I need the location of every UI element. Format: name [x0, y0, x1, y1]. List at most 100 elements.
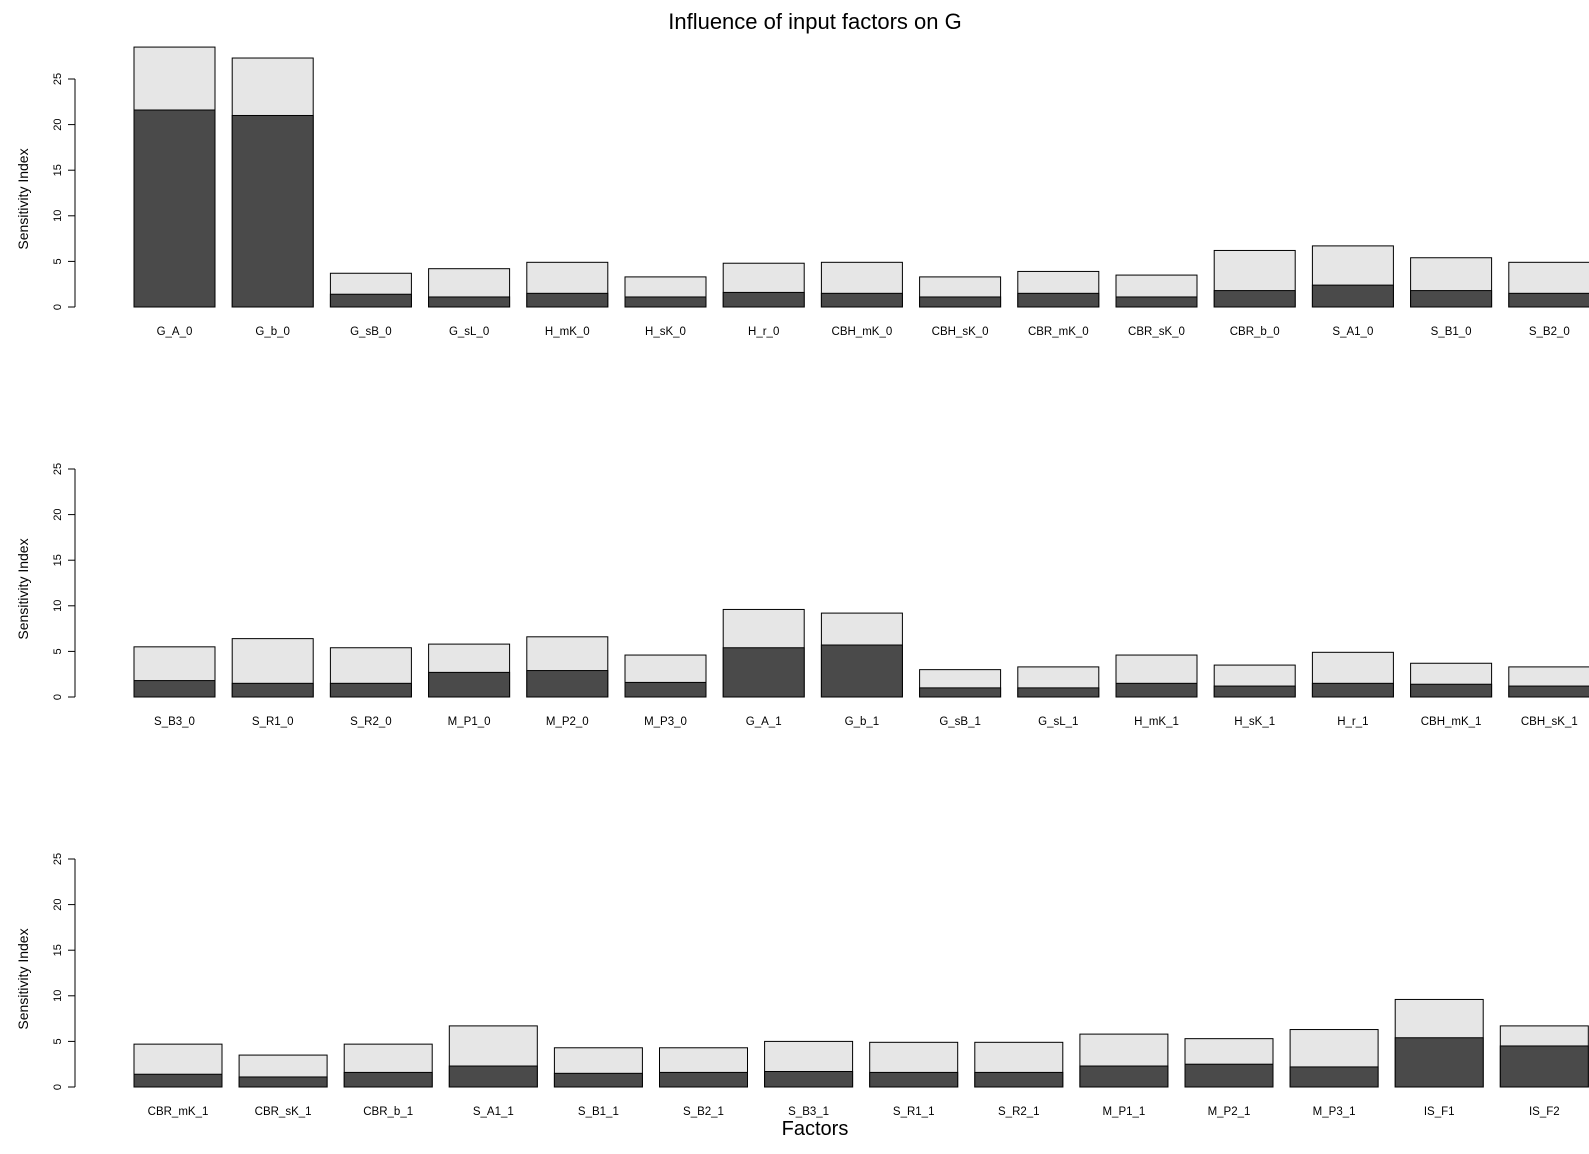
- category-label: CBR_mK_0: [1028, 326, 1089, 338]
- y-tick-label: 15: [52, 944, 64, 956]
- panels: 0 5 10 15 20 25 Sensitivity Index G_A_0 G_b_0 G_s…: [15, 46, 1589, 1118]
- y-tick-label: 0: [52, 304, 64, 310]
- category-label: S_R2_1: [998, 1106, 1040, 1118]
- category-label: S_B2_0: [1529, 326, 1570, 338]
- bar-first-order: [1115, 296, 1198, 308]
- category-label: CBR_b_1: [363, 1106, 413, 1118]
- category-label: M_P3_0: [644, 716, 687, 728]
- bar-first-order: [1499, 1045, 1589, 1088]
- bar-first-order: [238, 1076, 328, 1088]
- y-tick-label: 20: [52, 118, 64, 130]
- bar-first-order: [869, 1071, 959, 1088]
- bar-first-order: [1508, 685, 1589, 698]
- category-label: H_mK_1: [1134, 716, 1179, 728]
- y-tick-label: 10: [52, 600, 64, 612]
- y-tick-label: 20: [52, 898, 64, 910]
- bar-first-order: [1079, 1065, 1169, 1088]
- category-label: H_mK_0: [545, 326, 590, 338]
- bar-first-order: [1410, 290, 1493, 308]
- category-label: S_R2_0: [350, 716, 392, 728]
- category-label: CBH_mK_1: [1421, 716, 1482, 728]
- category-label: G_b_1: [845, 716, 880, 728]
- bar-first-order: [133, 1073, 223, 1088]
- bar-first-order: [1410, 683, 1493, 698]
- bar-first-order: [1311, 682, 1394, 698]
- category-label: S_A1_0: [1332, 326, 1373, 338]
- category-label: S_B1_0: [1431, 326, 1472, 338]
- category-label: CBH_sK_1: [1521, 716, 1578, 728]
- y-tick-label: 25: [52, 853, 64, 865]
- y-tick-label: 25: [52, 463, 64, 475]
- bar-first-order: [329, 293, 412, 308]
- category-label: S_B3_0: [154, 716, 195, 728]
- bar-first-order: [1508, 292, 1589, 308]
- bar-first-order: [919, 296, 1002, 308]
- category-label: CBR_b_0: [1230, 326, 1280, 338]
- category-label: S_A1_1: [473, 1106, 514, 1118]
- bar-first-order: [428, 671, 511, 698]
- bar-first-order: [526, 670, 609, 698]
- category-label: S_R1_0: [252, 716, 294, 728]
- bar-first-order: [553, 1072, 643, 1088]
- bar-first-order: [1213, 290, 1296, 308]
- bar-first-order: [764, 1070, 854, 1088]
- category-label: S_B1_1: [578, 1106, 619, 1118]
- bar-first-order: [624, 296, 707, 308]
- y-tick-label: 10: [52, 210, 64, 222]
- category-label: G_sL_1: [1038, 716, 1078, 728]
- y-tick-label: 5: [52, 258, 64, 264]
- category-label: M_P3_1: [1313, 1106, 1356, 1118]
- panel-1: 0 5 10 15 20 25 Sensitivity Index G_A_0 G_b_0 G_s…: [15, 46, 1589, 338]
- category-label: CBH_mK_0: [832, 326, 893, 338]
- category-label: H_sK_0: [645, 326, 686, 338]
- category-label: G_A_1: [746, 716, 782, 728]
- bar-first-order: [133, 680, 216, 698]
- bar-first-order: [1394, 1037, 1484, 1088]
- bar-first-order: [133, 109, 216, 308]
- y-tick-label: 0: [52, 694, 64, 700]
- bar-first-order: [231, 114, 314, 308]
- panel-3: 0 5 10 15 20 25 Sensitivity Index CBR_mK_1 CBR_s…: [15, 853, 1589, 1118]
- category-label: CBR_sK_1: [255, 1106, 312, 1118]
- bar-first-order: [1311, 284, 1394, 308]
- category-label: S_B2_1: [683, 1106, 724, 1118]
- category-label: IS_F1: [1424, 1106, 1455, 1118]
- bar-first-order: [1184, 1063, 1274, 1088]
- x-axis-title: Factors: [782, 1118, 849, 1140]
- category-label: CBR_mK_1: [148, 1106, 209, 1118]
- bar-first-order: [722, 291, 805, 308]
- y-tick-label: 0: [52, 1084, 64, 1090]
- category-label: G_sL_0: [449, 326, 489, 338]
- category-label: M_P1_1: [1102, 1106, 1145, 1118]
- y-axis-title: Sensitivity Index: [15, 538, 31, 639]
- category-label: G_sB_0: [350, 326, 392, 338]
- bar-first-order: [343, 1071, 433, 1088]
- category-label: M_P1_0: [448, 716, 491, 728]
- y-tick-label: 15: [52, 554, 64, 566]
- category-label: G_b_0: [255, 326, 290, 338]
- bar-first-order: [1115, 682, 1198, 698]
- bar-first-order: [1017, 292, 1100, 308]
- category-label: H_r_1: [1337, 716, 1368, 728]
- category-label: S_B3_1: [788, 1106, 829, 1118]
- category-label: H_r_0: [748, 326, 779, 338]
- chart-title: Influence of input factors on G: [668, 9, 962, 34]
- y-tick-label: 10: [52, 990, 64, 1002]
- bar-first-order: [624, 681, 707, 698]
- category-label: CBH_sK_0: [932, 326, 989, 338]
- bar-first-order: [448, 1065, 538, 1088]
- bar-first-order: [526, 292, 609, 308]
- bar-first-order: [919, 687, 1002, 698]
- category-label: IS_F2: [1529, 1106, 1560, 1118]
- bar-first-order: [722, 647, 805, 698]
- y-tick-label: 20: [52, 508, 64, 520]
- category-label: CBR_sK_0: [1128, 326, 1185, 338]
- y-tick-label: 25: [52, 73, 64, 85]
- panel-2: 0 5 10 15 20 25 Sensitivity Index S_B3_0 S_R1_0 S…: [15, 463, 1589, 728]
- category-label: S_R1_1: [893, 1106, 935, 1118]
- bar-first-order: [820, 292, 903, 308]
- category-label: M_P2_1: [1208, 1106, 1251, 1118]
- bar-first-order: [1289, 1066, 1379, 1088]
- bar-first-order: [329, 682, 412, 698]
